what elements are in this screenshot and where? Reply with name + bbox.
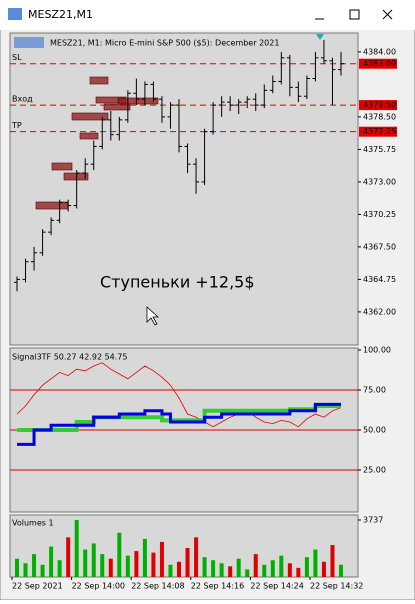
app-icon — [8, 8, 22, 20]
volume-bar — [49, 546, 54, 577]
y-tick-label: 4384.00 — [363, 47, 396, 56]
volume-bar — [134, 551, 139, 577]
volume-bar — [202, 557, 207, 577]
level-price-label: 4379.50 — [363, 101, 396, 110]
volume-bar — [66, 537, 71, 577]
volume-bar — [142, 538, 147, 577]
volume-bar — [125, 555, 130, 577]
y-tick-label: 4375.75 — [363, 145, 396, 154]
annotation: Ступеньки +12,5$ — [100, 273, 255, 292]
volume-bar — [15, 558, 19, 577]
y-tick-label: 4378.50 — [363, 112, 396, 121]
volume-bar — [23, 563, 28, 577]
volume-bar — [117, 532, 122, 577]
maximize-button[interactable] — [349, 9, 360, 20]
price-panel — [9, 32, 359, 346]
close-button[interactable] — [382, 9, 393, 20]
toolbar-icons[interactable] — [14, 37, 44, 48]
volume-bar — [151, 552, 156, 577]
volume-bar — [211, 560, 216, 577]
volume-bar — [339, 564, 343, 577]
chart-header: MESZ21, M1: Micro E-mini S&P 500 ($5): D… — [50, 39, 279, 48]
volume-bar — [108, 558, 113, 577]
volume-bar — [159, 541, 164, 577]
y-tick-label: 4362.00 — [363, 307, 396, 316]
y-tick-label: 4370.25 — [363, 210, 396, 219]
indicator-title: Signal3TF 50.27 42.92 54.75 — [12, 353, 128, 362]
y-tick-label: 4367.50 — [363, 242, 396, 251]
x-tick-label: 22 Sep 14:16 — [191, 582, 244, 591]
level-name: Вход — [12, 95, 33, 104]
indicator-line — [17, 402, 341, 446]
volume-bar — [270, 560, 275, 577]
volume-bar — [245, 569, 250, 577]
window-title: MESZ21,M1 — [28, 8, 93, 21]
level-name: SL — [12, 53, 22, 62]
volume-bar — [330, 544, 335, 577]
x-tick-label: 22 Sep 2021 — [12, 582, 63, 591]
x-tick-label: 22 Sep 14:08 — [131, 582, 184, 591]
volume-bar — [74, 520, 79, 577]
volume-bar — [262, 564, 267, 577]
volume-bar — [236, 558, 241, 577]
volume-bar — [287, 563, 292, 577]
y-tick-label: 4364.75 — [363, 275, 396, 284]
volume-bar — [296, 567, 301, 577]
mouse-cursor — [146, 306, 160, 326]
level-price-label: 4383.00 — [363, 59, 396, 68]
y-tick-label: 3737 — [363, 516, 383, 525]
y-tick-label: 75.00 — [363, 386, 386, 395]
y-tick-label: 25.00 — [363, 466, 386, 475]
level-price-box — [359, 58, 397, 69]
volume-bar — [304, 557, 309, 577]
x-tick-label: 22 Sep 14:24 — [250, 582, 303, 591]
x-tick-label: 22 Sep 14:00 — [72, 582, 125, 591]
level-price-label: 4377.25 — [363, 127, 396, 136]
level-name: TP — [11, 121, 22, 130]
volume-bar — [219, 563, 224, 577]
volume-bar — [313, 549, 318, 577]
volume-bar — [194, 537, 199, 577]
x-tick-label: 22 Sep 14:32 — [310, 582, 363, 591]
volume-bar — [57, 560, 62, 577]
volume-bar — [253, 554, 258, 577]
volume-bar — [100, 554, 105, 577]
volume-bar — [279, 555, 284, 577]
shift-marker — [316, 34, 324, 40]
volume-bar — [321, 561, 326, 577]
level-price-box — [359, 126, 397, 137]
volume-bar — [177, 561, 181, 577]
volume-title: Volumes 1 — [12, 519, 54, 528]
level-price-box — [359, 100, 397, 111]
volume-bar — [91, 543, 96, 577]
title-bar — [0, 0, 415, 30]
volume-bar — [185, 548, 190, 577]
volume-bar — [83, 549, 88, 577]
volume-bar — [32, 554, 37, 577]
y-tick-label: 50.00 — [363, 426, 386, 435]
volume-bar — [168, 564, 173, 577]
y-tick-label: 100.00 — [363, 346, 391, 355]
indicator-line — [16, 362, 342, 428]
volume-bar — [228, 566, 233, 577]
volume-bar — [40, 564, 45, 577]
trade-boxes — [35, 76, 159, 210]
y-tick-label: 4373.00 — [363, 177, 396, 186]
